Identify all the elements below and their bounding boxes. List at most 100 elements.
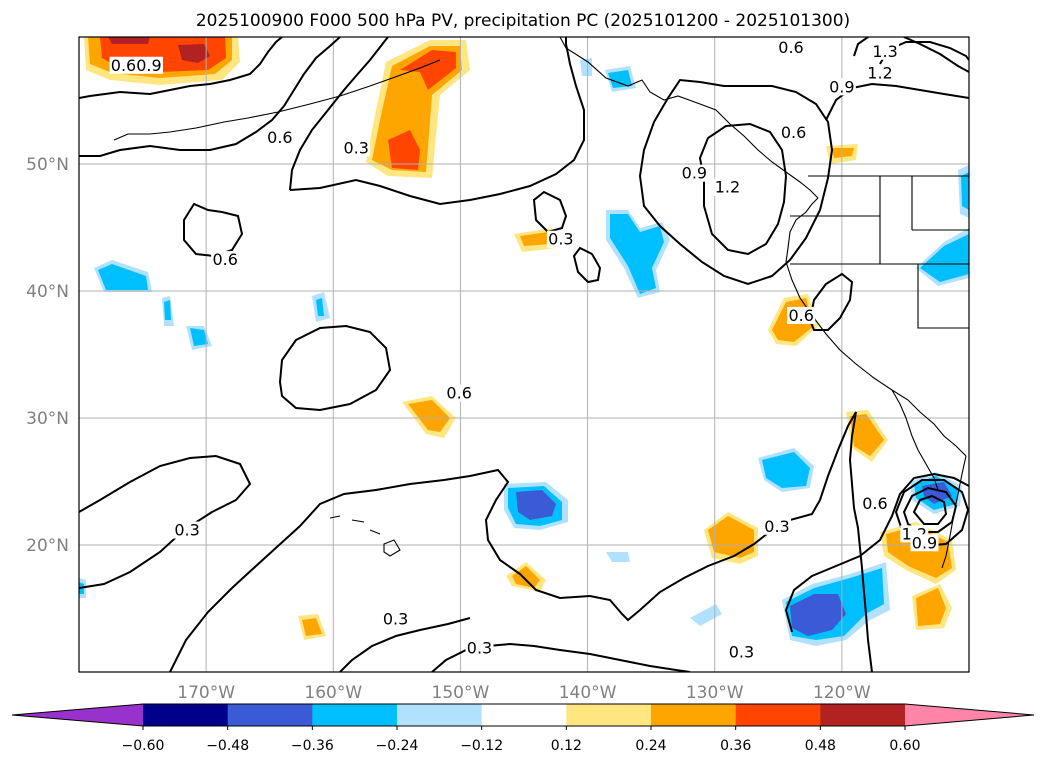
precip-negative-region bbox=[316, 298, 324, 316]
contour-line bbox=[825, 82, 969, 121]
colorbar-segment bbox=[651, 704, 737, 726]
precip-positive-region bbox=[388, 130, 420, 170]
lat-tick-label: 50°N bbox=[26, 155, 69, 175]
contour-label: 0.3 bbox=[465, 639, 494, 658]
contour-label: 1.3 bbox=[871, 42, 900, 61]
contour-label: 0.6 bbox=[445, 383, 474, 402]
precip-negative-region bbox=[920, 234, 969, 282]
coastline-bc bbox=[785, 197, 819, 263]
contour-label-text: 0.9 bbox=[912, 533, 937, 552]
contour-label-text: 1.3 bbox=[872, 42, 897, 61]
precip-positive-region bbox=[408, 400, 450, 432]
colorbar-tick-label: 0.36 bbox=[720, 738, 751, 754]
colorbar-tick-label: 0.12 bbox=[551, 738, 582, 754]
contour-label-text: 0.6 bbox=[267, 128, 292, 147]
precip-negative-region bbox=[606, 552, 630, 562]
contour-label-text: 0.6 bbox=[778, 38, 803, 57]
precip-negative-region bbox=[608, 70, 632, 88]
colorbar-segment bbox=[227, 704, 313, 726]
coastline-baja bbox=[891, 389, 939, 491]
contour-label-bg bbox=[680, 164, 709, 182]
contour-label: 0.9 bbox=[910, 533, 939, 552]
precip-negative-region bbox=[190, 328, 208, 346]
colorbar-tick-label: 0.48 bbox=[805, 738, 836, 754]
contour-label-bg bbox=[134, 56, 163, 74]
contour-label-bg bbox=[727, 643, 756, 661]
lat-tick-label: 30°N bbox=[26, 409, 69, 429]
contour-label: 0.6 bbox=[777, 38, 805, 57]
contour-label-bg bbox=[109, 56, 138, 74]
contour-label: 0.3 bbox=[342, 138, 371, 157]
contour-label-text: 0.3 bbox=[383, 609, 408, 628]
contour-label: 0.3 bbox=[173, 521, 202, 540]
colorbar-segment bbox=[735, 704, 821, 726]
lon-tick-label: 130°W bbox=[686, 683, 744, 703]
precip-positive-region bbox=[520, 232, 550, 246]
contour-label-bg bbox=[763, 517, 792, 535]
contour-label-text: 0.3 bbox=[548, 230, 573, 249]
colorbar-extend-min bbox=[12, 704, 143, 726]
precip-positive-region bbox=[400, 50, 456, 90]
precip-negative-region bbox=[790, 594, 846, 636]
contour-label: 0.6 bbox=[109, 56, 138, 75]
contour-line bbox=[912, 494, 948, 525]
precip-negative-region bbox=[961, 172, 969, 210]
contour-label-text: 1.2 bbox=[867, 63, 892, 82]
colorbar-segment bbox=[143, 704, 229, 726]
contour-label: 1.2 bbox=[866, 63, 894, 82]
contour-label-bg bbox=[910, 534, 939, 552]
contour-label-text: 0.6 bbox=[781, 123, 806, 142]
contour-label: 0.6 bbox=[779, 123, 808, 142]
contour-label-bg bbox=[871, 42, 900, 60]
colorbar-segment bbox=[312, 704, 398, 726]
colorbar-segment bbox=[820, 704, 906, 726]
precip-positive-region bbox=[178, 44, 210, 63]
contour-label-text: 0.3 bbox=[764, 517, 789, 536]
precip-positive-region bbox=[302, 618, 322, 636]
contour-label-text: 0.6 bbox=[788, 306, 813, 325]
colorbar-tick-label: −0.48 bbox=[206, 738, 249, 754]
contour-label: 1.2 bbox=[713, 178, 742, 197]
contour-line bbox=[289, 37, 585, 206]
contour-label: 0.3 bbox=[727, 642, 756, 661]
precip-positive-region bbox=[916, 588, 946, 626]
contour-line bbox=[698, 122, 788, 256]
map-frame bbox=[78, 36, 970, 673]
contour-label-bg bbox=[860, 494, 889, 512]
contour-line bbox=[638, 78, 834, 286]
contour-label-text: 1.2 bbox=[715, 178, 740, 197]
colorbar-segment bbox=[397, 704, 483, 726]
precip-positive-region bbox=[832, 148, 854, 158]
contour-label: 0.6 bbox=[787, 306, 816, 325]
contour-label: 0.3 bbox=[546, 230, 575, 249]
contour-line bbox=[431, 642, 691, 672]
contour-label-text: 0.9 bbox=[136, 56, 161, 75]
contour-label-bg bbox=[827, 78, 856, 96]
contour-label-bg bbox=[265, 129, 294, 147]
contour-label: 0.9 bbox=[134, 56, 163, 75]
contour-label: 0.9 bbox=[827, 77, 856, 96]
contour-line bbox=[572, 246, 602, 284]
precip-negative-region bbox=[516, 490, 556, 520]
contour-label-bg bbox=[465, 639, 494, 657]
lon-tick-label: 170°W bbox=[177, 683, 235, 703]
precip-negative-region bbox=[164, 300, 171, 320]
precip-positive-region bbox=[512, 566, 540, 588]
colorbar-tick-label: 0.60 bbox=[889, 738, 920, 754]
lon-tick-label: 120°W bbox=[813, 683, 871, 703]
map-content bbox=[79, 37, 969, 672]
lat-tick-label: 40°N bbox=[26, 282, 69, 302]
contour-label: 0.3 bbox=[381, 609, 410, 628]
precip-negative-region bbox=[98, 264, 148, 290]
lat-tick-label: 20°N bbox=[26, 536, 69, 556]
contour-line bbox=[79, 454, 252, 589]
contour-label-text: 0.3 bbox=[467, 639, 492, 658]
lon-tick-label: 140°W bbox=[559, 683, 617, 703]
contour-label-bg bbox=[787, 306, 816, 324]
precip-positive-region bbox=[108, 37, 150, 44]
contour-label-text: 0.6 bbox=[212, 250, 237, 269]
contour-label-text: 0.3 bbox=[174, 521, 199, 540]
lon-tick-labels: 170°W 160°W 150°W 140°W 130°W 120°W bbox=[177, 683, 871, 703]
contour-label-text: 0.9 bbox=[829, 77, 854, 96]
